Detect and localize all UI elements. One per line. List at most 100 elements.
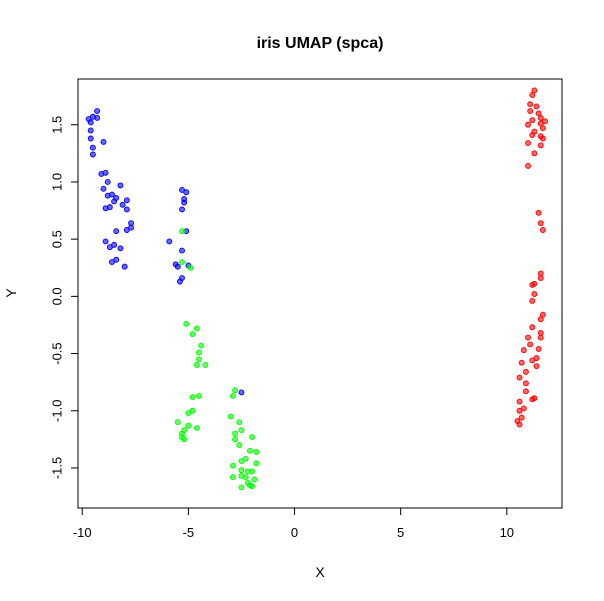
data-point	[183, 320, 190, 327]
data-point	[251, 476, 258, 483]
data-point	[537, 142, 544, 149]
data-point	[196, 356, 202, 363]
data-point	[89, 144, 96, 151]
data-point	[176, 278, 183, 285]
data-point	[537, 114, 544, 121]
data-point	[537, 220, 544, 227]
data-point	[522, 380, 529, 387]
data-point	[174, 263, 181, 270]
data-point	[196, 349, 202, 356]
data-point	[179, 259, 185, 265]
data-point	[537, 120, 544, 127]
data-point	[529, 281, 536, 288]
data-point	[117, 182, 124, 189]
x-tick-label: 5	[397, 525, 404, 540]
data-point	[179, 247, 185, 254]
data-point	[183, 189, 190, 196]
x-tick-label: -5	[183, 525, 195, 540]
data-point	[537, 316, 544, 323]
data-point	[87, 119, 94, 126]
data-point	[253, 460, 260, 467]
y-tick-label: 0.5	[49, 230, 64, 248]
data-point	[238, 389, 245, 396]
data-point	[185, 422, 192, 429]
data-point	[174, 419, 181, 426]
data-point	[100, 138, 107, 145]
data-point	[104, 192, 111, 199]
data-point	[531, 87, 538, 94]
data-point	[113, 228, 120, 235]
data-point	[238, 473, 245, 479]
data-point	[123, 227, 130, 233]
data-point	[522, 368, 529, 375]
data-point	[179, 206, 185, 213]
data-point	[193, 325, 200, 332]
data-point	[102, 238, 109, 245]
data-point	[527, 101, 534, 108]
data-point	[104, 179, 111, 185]
x-tick-label: 10	[500, 525, 514, 540]
data-point	[529, 132, 536, 139]
data-point	[109, 259, 115, 265]
data-point	[539, 135, 546, 142]
data-point	[102, 169, 109, 176]
data-point	[516, 374, 523, 381]
y-axis: -1.5 -1.0 -0.5 0.0 0.5 1.0 1.5	[49, 116, 79, 479]
data-point	[539, 311, 546, 318]
data-point	[179, 228, 185, 235]
chart-title: iris UMAP (spca)	[257, 35, 384, 52]
data-point	[529, 297, 536, 304]
data-point	[249, 434, 256, 441]
series-0	[514, 87, 548, 428]
data-point	[87, 127, 94, 134]
data-point	[518, 359, 525, 366]
data-point	[232, 436, 239, 443]
data-point	[189, 394, 196, 400]
y-tick-label: -1.0	[49, 400, 64, 422]
data-point	[119, 201, 126, 208]
data-point	[102, 205, 109, 212]
data-point	[181, 199, 188, 206]
data-point	[525, 162, 531, 169]
plot-area-frame	[77, 78, 563, 509]
data-point	[189, 331, 196, 338]
series-1	[85, 108, 245, 396]
data-point	[522, 388, 529, 395]
data-point	[537, 334, 544, 341]
data-point	[106, 244, 113, 251]
data-points	[85, 87, 548, 491]
data-point	[525, 140, 531, 147]
data-point	[121, 263, 128, 270]
data-point	[244, 479, 251, 486]
data-point	[527, 108, 534, 114]
data-point	[230, 392, 236, 399]
data-point	[123, 197, 130, 204]
data-point	[531, 150, 538, 157]
data-point	[117, 245, 124, 252]
data-point	[185, 410, 192, 416]
y-tick-label: 1.0	[49, 173, 64, 191]
data-point	[535, 209, 542, 216]
data-point	[227, 413, 234, 420]
data-point	[527, 341, 534, 348]
data-point	[529, 357, 536, 364]
y-axis-label: Y	[3, 288, 19, 298]
x-tick-label: -10	[73, 525, 92, 540]
data-point	[238, 484, 245, 491]
data-point	[539, 125, 546, 132]
series-2	[174, 228, 260, 491]
data-point	[111, 198, 118, 205]
data-point	[516, 421, 523, 428]
data-point	[535, 346, 542, 352]
y-tick-label: 0.0	[49, 287, 64, 305]
data-point	[94, 114, 101, 121]
data-point	[533, 103, 540, 110]
data-point	[230, 462, 236, 469]
data-point	[232, 430, 239, 437]
data-point	[535, 110, 542, 117]
data-point	[253, 448, 260, 455]
data-point	[520, 347, 527, 354]
data-point	[202, 362, 209, 368]
data-point	[529, 117, 536, 124]
